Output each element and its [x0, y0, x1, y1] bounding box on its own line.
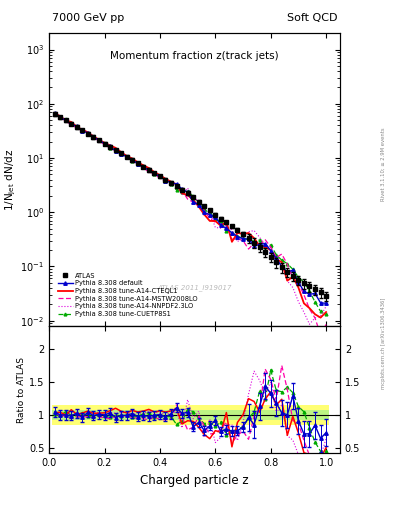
Text: Soft QCD: Soft QCD [286, 13, 337, 23]
Text: Momentum fraction z(track jets): Momentum fraction z(track jets) [110, 51, 279, 61]
Y-axis label: Ratio to ATLAS: Ratio to ATLAS [17, 356, 26, 422]
Text: 7000 GeV pp: 7000 GeV pp [52, 13, 124, 23]
Y-axis label: 1/N$_\mathregular{jet}$ dN/dz: 1/N$_\mathregular{jet}$ dN/dz [3, 148, 18, 211]
Text: Rivet 3.1.10; ≥ 2.9M events: Rivet 3.1.10; ≥ 2.9M events [381, 127, 386, 201]
X-axis label: Charged particle z: Charged particle z [140, 474, 249, 486]
Text: mcplots.cern.ch [arXiv:1306.3436]: mcplots.cern.ch [arXiv:1306.3436] [381, 297, 386, 389]
Legend: ATLAS, Pythia 8.308 default, Pythia 8.308 tune-A14-CTEQL1, Pythia 8.308 tune-A14: ATLAS, Pythia 8.308 default, Pythia 8.30… [55, 270, 201, 319]
Text: ATLAS 2011_I919017: ATLAS 2011_I919017 [157, 285, 232, 291]
